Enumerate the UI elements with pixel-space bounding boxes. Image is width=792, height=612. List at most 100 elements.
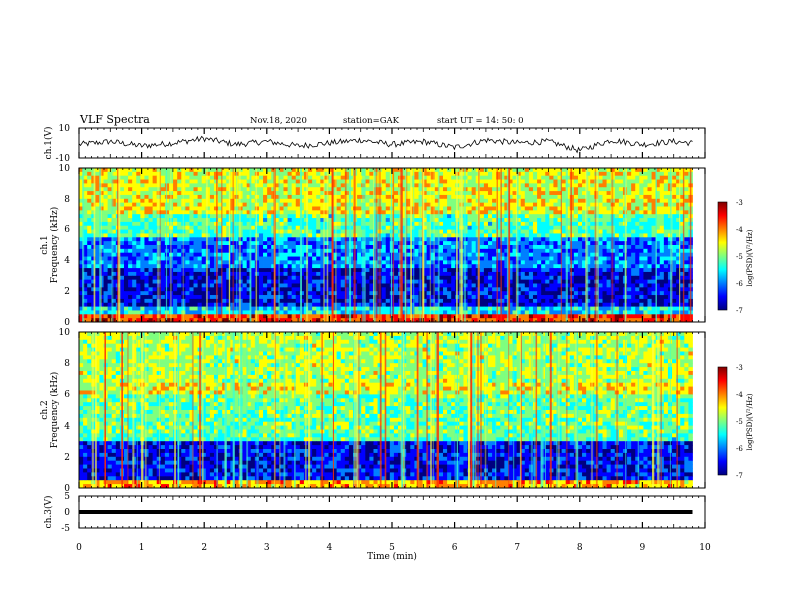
spectrogram-cell — [128, 295, 133, 300]
spectrogram-cell — [340, 252, 346, 257]
spectrogram-cell — [197, 168, 203, 173]
spectrogram-cell — [312, 287, 317, 292]
spectrogram-cell — [582, 191, 587, 196]
spectrogram-cell — [377, 191, 383, 196]
spectrogram-cell — [443, 291, 448, 296]
spectrogram-cell — [91, 175, 96, 180]
spectrogram-cell — [344, 218, 350, 223]
spectrogram-cell — [144, 237, 149, 242]
spectrogram-cell — [295, 264, 301, 269]
spectrogram-cell — [586, 175, 591, 180]
spectrogram-cell — [312, 252, 317, 257]
spectrogram-cell — [279, 202, 284, 207]
spectrogram-cell — [684, 237, 689, 242]
spectrogram-cell — [557, 248, 562, 254]
spectrogram-cell — [410, 218, 415, 223]
spectrogram-cell — [222, 191, 227, 196]
spectrogram-cell — [136, 210, 141, 215]
spectrogram-cell — [299, 248, 305, 254]
spectrogram-cell — [537, 271, 542, 277]
spectrogram-cell — [614, 233, 620, 238]
spectrogram-cell — [663, 225, 669, 230]
spectrogram-cell — [492, 237, 497, 242]
spectrogram-cell — [402, 287, 407, 292]
spectrogram-cell — [271, 271, 276, 277]
spectrogram-cell — [451, 256, 456, 261]
spectrogram-cell — [140, 229, 145, 234]
spectrogram-cell — [557, 279, 562, 284]
spectrogram-cell — [524, 237, 530, 242]
spectrogram-cell — [418, 291, 423, 296]
spectrogram-cell — [230, 248, 235, 254]
spectrogram-cell — [226, 191, 231, 196]
spectrogram-cell — [246, 291, 252, 296]
spectrogram-cell — [573, 271, 579, 277]
spectrogram-cell — [672, 256, 677, 261]
spectrogram-cell — [516, 271, 522, 277]
spectrogram-cell — [528, 241, 534, 246]
spectrogram-cell — [508, 225, 513, 230]
spectrogram-cell — [299, 268, 305, 273]
spectrogram-cell — [340, 206, 346, 211]
spectrogram-cell — [148, 229, 154, 234]
spectrogram-cell — [598, 191, 603, 196]
spectrogram-cell — [520, 237, 526, 242]
spectrogram-cell — [222, 225, 227, 230]
spectrogram-cell — [271, 171, 276, 177]
spectrogram-cell — [222, 275, 227, 281]
spectrogram-cell — [320, 283, 325, 288]
spectrogram-cell — [639, 291, 644, 296]
spectrogram-cell — [193, 214, 199, 219]
spectrogram-cell — [418, 287, 423, 292]
spectrogram-cell — [205, 279, 211, 284]
spectrogram-cell — [295, 206, 301, 211]
spectrogram-cell — [393, 214, 399, 219]
spectrogram-cell — [279, 225, 284, 230]
spectrogram-cell — [606, 264, 612, 269]
spectrogram-cell — [524, 271, 530, 277]
spectrogram-cell — [381, 287, 387, 292]
spectrogram-cell — [471, 252, 477, 257]
spectrogram-cell — [422, 168, 428, 173]
spectrogram-cell — [594, 291, 599, 296]
spectrogram-cell — [565, 245, 571, 250]
spectrogram-cell — [238, 206, 243, 211]
spectrogram-cell — [340, 179, 346, 184]
spectrogram-cell — [332, 206, 338, 211]
spectrogram-cell — [271, 221, 276, 227]
spectrogram-cell — [426, 245, 432, 250]
spectrogram-cell — [381, 268, 387, 273]
spectrogram-cell — [647, 202, 652, 207]
spectrogram-cell — [222, 256, 227, 261]
spectrogram-cell — [91, 191, 96, 196]
spectrogram-cell — [287, 233, 293, 238]
spectrogram-cell — [524, 198, 530, 204]
spectrogram-cell — [414, 168, 419, 173]
spectrogram-cell — [336, 194, 342, 200]
spectrogram-cell — [193, 245, 199, 250]
spectrogram-cell — [532, 179, 538, 184]
spectrogram-cell — [684, 233, 689, 238]
spectrogram-cell — [659, 256, 665, 261]
spectrogram-cell — [520, 191, 526, 196]
spectrogram-cell — [582, 179, 587, 184]
spectrogram-cell — [418, 237, 423, 242]
spectrogram-cell — [549, 198, 554, 204]
spectrogram-cell — [406, 248, 411, 254]
spectrogram-cell — [483, 256, 489, 261]
spectrogram-cell — [406, 268, 411, 273]
spectrogram-cell — [177, 214, 182, 219]
spectrogram-cell — [156, 198, 162, 204]
spectrogram-cell — [672, 206, 677, 211]
spectrogram-cell — [381, 194, 387, 200]
spectrogram-cell — [479, 229, 485, 234]
spectrogram-cell — [627, 275, 632, 281]
spectrogram-cell — [663, 260, 669, 265]
spectrogram-cell — [132, 248, 137, 254]
spectrogram-cell — [479, 256, 485, 261]
spectrogram-cell — [434, 264, 440, 269]
spectrogram-cell — [471, 245, 477, 250]
spectrogram-cell — [148, 187, 154, 192]
spectrogram-cell — [156, 268, 162, 273]
spectrogram-cell — [512, 221, 518, 227]
